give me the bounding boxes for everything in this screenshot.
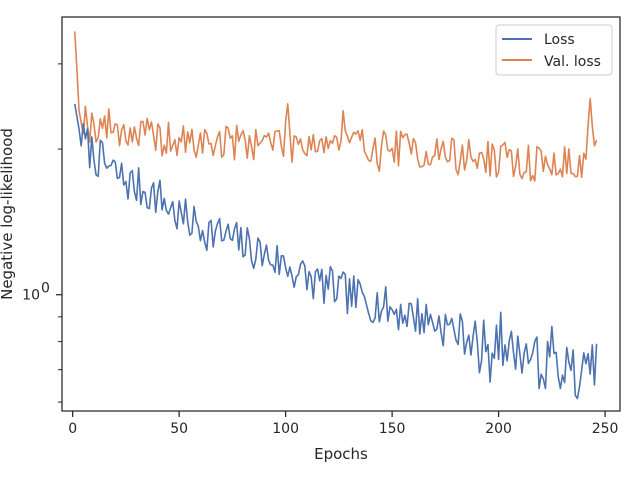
y-axis-ticks: 10 0 [22,63,62,403]
plot-lines [73,31,598,400]
legend-box [495,24,613,76]
plot-frame [61,16,621,412]
x-tick-label: 0 [68,421,77,437]
x-tick-label: 250 [592,421,619,437]
x-tick-label: 150 [379,421,406,437]
y-axis-label: Negative log-likelihood [0,128,16,300]
legend-label-loss: Loss [544,32,575,48]
y-tick-label: 10 [22,288,40,304]
x-tick-label: 200 [485,421,512,437]
series-line-val-loss [73,31,598,182]
series-line-loss [73,103,598,400]
x-tick-label: 50 [170,421,188,437]
x-tick-label: 100 [272,421,299,437]
x-axis-label: Epochs [314,445,368,463]
y-tick-label-exponent: 0 [41,281,50,297]
legend-label-val-loss: Val. loss [544,54,601,70]
x-axis-ticks: 0 50 100 150 200 250 [68,411,618,437]
legend: Loss Val. loss [495,24,613,76]
